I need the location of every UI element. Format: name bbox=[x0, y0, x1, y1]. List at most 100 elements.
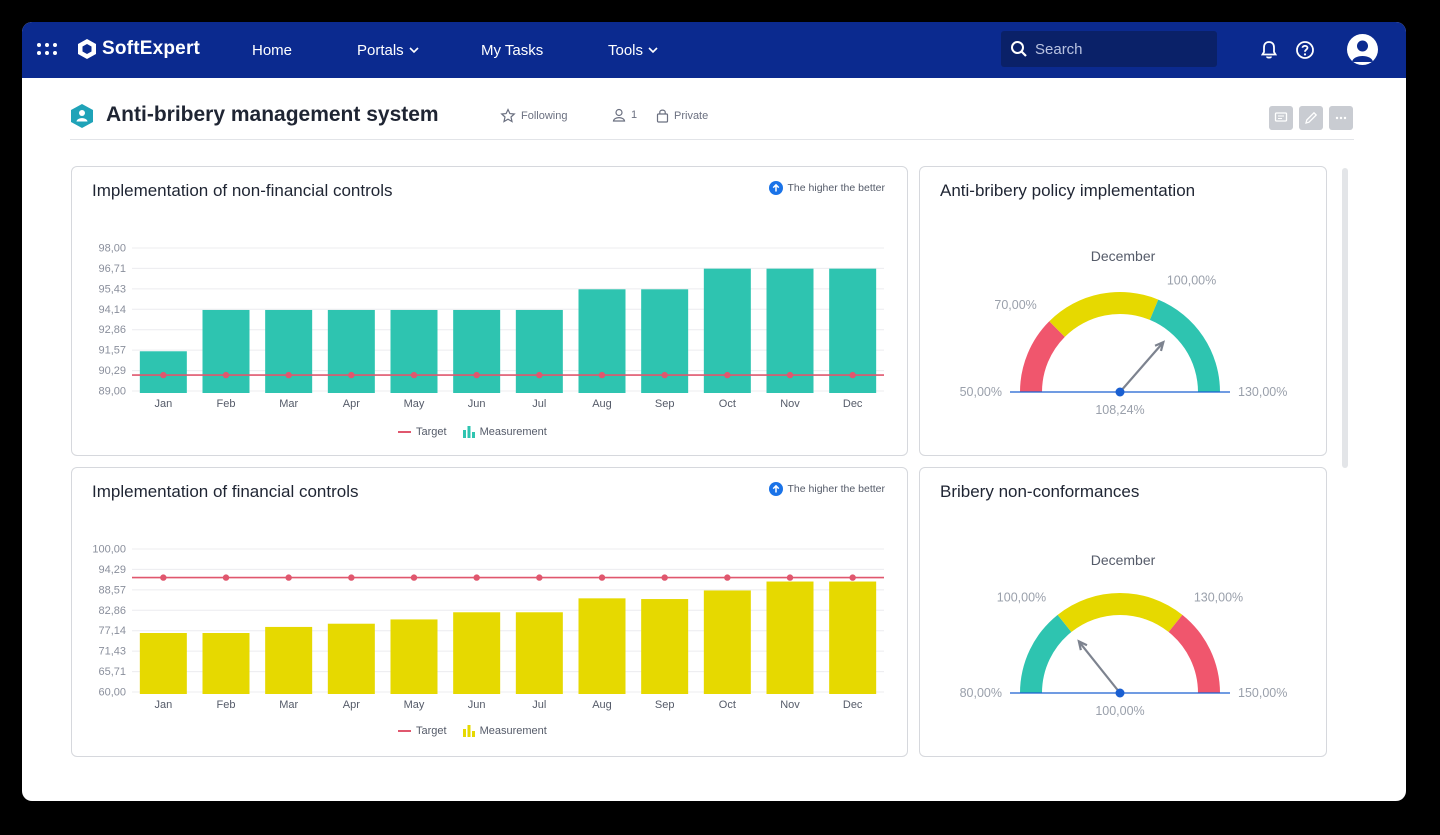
gauge-min-label: 50,00% bbox=[960, 385, 1002, 399]
gauge-month: December bbox=[1090, 552, 1156, 568]
nav-my-tasks[interactable]: My Tasks bbox=[481, 22, 543, 78]
lock-icon bbox=[656, 109, 669, 123]
y-tick-label: 65,71 bbox=[98, 666, 126, 678]
x-tick-label: Jan bbox=[154, 398, 172, 410]
bar-chart-nonfinancial: 98,00 96,71 95,43 94,14 92,86 91,57 90,29 89,00… bbox=[98, 243, 884, 410]
app-window: SoftExpert Home Portals My Tasks Tools bbox=[22, 22, 1406, 801]
gauge-threshold-label: 70,00% bbox=[994, 298, 1036, 312]
gauge-nonconformances: 80,00% 150,00% 100,00% 130,00% 100,00% bbox=[960, 590, 1288, 718]
y-tick-label: 98,00 bbox=[98, 243, 126, 255]
legend-item-measurement[interactable]: Measurement bbox=[462, 725, 547, 737]
brand-logo[interactable]: SoftExpert bbox=[76, 36, 200, 62]
person-icon bbox=[612, 108, 626, 122]
gauge-needle bbox=[1077, 640, 1121, 694]
bar bbox=[327, 309, 375, 393]
gauge-month: December bbox=[1090, 248, 1156, 264]
apps-grid-icon[interactable] bbox=[36, 40, 58, 60]
bar bbox=[453, 612, 501, 694]
top-navigation-bar: SoftExpert Home Portals My Tasks Tools bbox=[22, 22, 1406, 78]
chevron-down-icon bbox=[648, 47, 658, 54]
x-tick-label: Feb bbox=[217, 699, 236, 711]
x-tick-label: Apr bbox=[343, 699, 360, 711]
bar bbox=[641, 599, 689, 694]
y-tick-label: 94,29 bbox=[98, 564, 126, 576]
legend-label: Measurement bbox=[479, 426, 547, 438]
user-icon bbox=[1352, 40, 1373, 62]
x-tick-label: Aug bbox=[592, 699, 612, 711]
gauge-band bbox=[1020, 321, 1065, 392]
legend-item-target[interactable]: Target bbox=[398, 725, 447, 737]
brand-mark-icon bbox=[78, 39, 96, 59]
search-box[interactable] bbox=[1001, 31, 1217, 67]
gauge-threshold-label: 100,00% bbox=[1167, 274, 1216, 288]
x-tick-label: Nov bbox=[780, 699, 800, 711]
members-count[interactable]: 1 bbox=[612, 108, 637, 122]
help-icon[interactable] bbox=[1294, 39, 1316, 61]
target-point bbox=[160, 574, 167, 581]
y-tick-label: 95,43 bbox=[98, 283, 126, 295]
nav-portals[interactable]: Portals bbox=[357, 22, 419, 78]
x-tick-label: May bbox=[404, 699, 425, 711]
gauge-value-label: 108,24% bbox=[1095, 403, 1144, 417]
target-point bbox=[348, 371, 355, 379]
comments-button[interactable] bbox=[1269, 106, 1293, 130]
vertical-scrollbar[interactable] bbox=[1342, 168, 1348, 468]
card-policy-implementation: Anti-bribery policy implementation Decem… bbox=[919, 166, 1327, 456]
x-tick-label: Jan bbox=[154, 699, 172, 711]
user-avatar[interactable] bbox=[1347, 34, 1378, 65]
search-input[interactable] bbox=[1035, 40, 1205, 58]
gauge-value-label: 100,00% bbox=[1095, 704, 1144, 718]
target-point bbox=[724, 371, 731, 379]
bar bbox=[139, 633, 187, 694]
bell-icon[interactable] bbox=[1258, 39, 1280, 61]
nav-home[interactable]: Home bbox=[252, 22, 292, 78]
star-icon bbox=[500, 108, 516, 123]
nav-tools[interactable]: Tools bbox=[608, 22, 658, 78]
line-swatch-icon bbox=[398, 730, 411, 732]
y-tick-label: 91,57 bbox=[98, 345, 126, 357]
target-point bbox=[849, 371, 856, 379]
higher-better-badge: The higher the better bbox=[768, 181, 885, 195]
y-tick-label: 100,00 bbox=[92, 544, 126, 556]
edit-button[interactable] bbox=[1299, 106, 1323, 130]
privacy-indicator: Private bbox=[656, 108, 708, 123]
x-tick-label: Oct bbox=[719, 699, 736, 711]
following-toggle[interactable]: Following bbox=[500, 108, 567, 124]
card-title: Bribery non-conformances bbox=[940, 482, 1140, 501]
comment-icon bbox=[1274, 112, 1288, 122]
y-tick-label: 77,14 bbox=[98, 625, 126, 637]
target-point bbox=[348, 574, 355, 581]
gauge-band bbox=[1149, 299, 1220, 392]
bar bbox=[327, 623, 375, 694]
badge-label: The higher the better bbox=[787, 182, 885, 194]
card-nonconformances: Bribery non-conformances December 80,00%… bbox=[919, 467, 1327, 757]
legend-item-target[interactable]: Target bbox=[398, 426, 447, 438]
card-title: Implementation of non-financial controls bbox=[92, 181, 393, 200]
card-title: Anti-bribery policy implementation bbox=[940, 181, 1196, 200]
x-tick-label: May bbox=[404, 398, 425, 410]
gauge-max-label: 150,00% bbox=[1238, 686, 1287, 700]
gauge-band bbox=[1020, 614, 1072, 693]
bar-chart-financial: 100,00 94,29 88,57 82,86 77,14 71,43 65,71 60,0… bbox=[92, 544, 884, 711]
x-tick-label: Jun bbox=[468, 699, 486, 711]
portal-icon bbox=[71, 104, 93, 128]
bar bbox=[202, 309, 250, 393]
card-title: Implementation of financial controls bbox=[92, 482, 359, 501]
privacy-label: Private bbox=[674, 109, 709, 122]
bar bbox=[202, 633, 250, 694]
bar bbox=[515, 612, 563, 694]
legend-label: Target bbox=[416, 426, 447, 438]
page-header: Anti-bribery management system Following… bbox=[70, 98, 1354, 140]
nav-tools-label: Tools bbox=[608, 41, 644, 59]
gauge-threshold-label: 100,00% bbox=[997, 590, 1046, 604]
legend-item-measurement[interactable]: Measurement bbox=[462, 426, 547, 438]
more-options-button[interactable] bbox=[1329, 106, 1353, 130]
nav-home-label: Home bbox=[252, 41, 293, 59]
x-tick-label: Apr bbox=[343, 398, 360, 410]
gauge-band bbox=[1049, 292, 1159, 337]
target-point bbox=[473, 574, 480, 581]
target-point bbox=[786, 371, 794, 379]
gauge-policy-implementation: 50,00% 130,00% 70,00% 100,00% 108,24% bbox=[960, 274, 1288, 417]
target-point bbox=[410, 371, 418, 379]
target-point bbox=[222, 371, 230, 379]
